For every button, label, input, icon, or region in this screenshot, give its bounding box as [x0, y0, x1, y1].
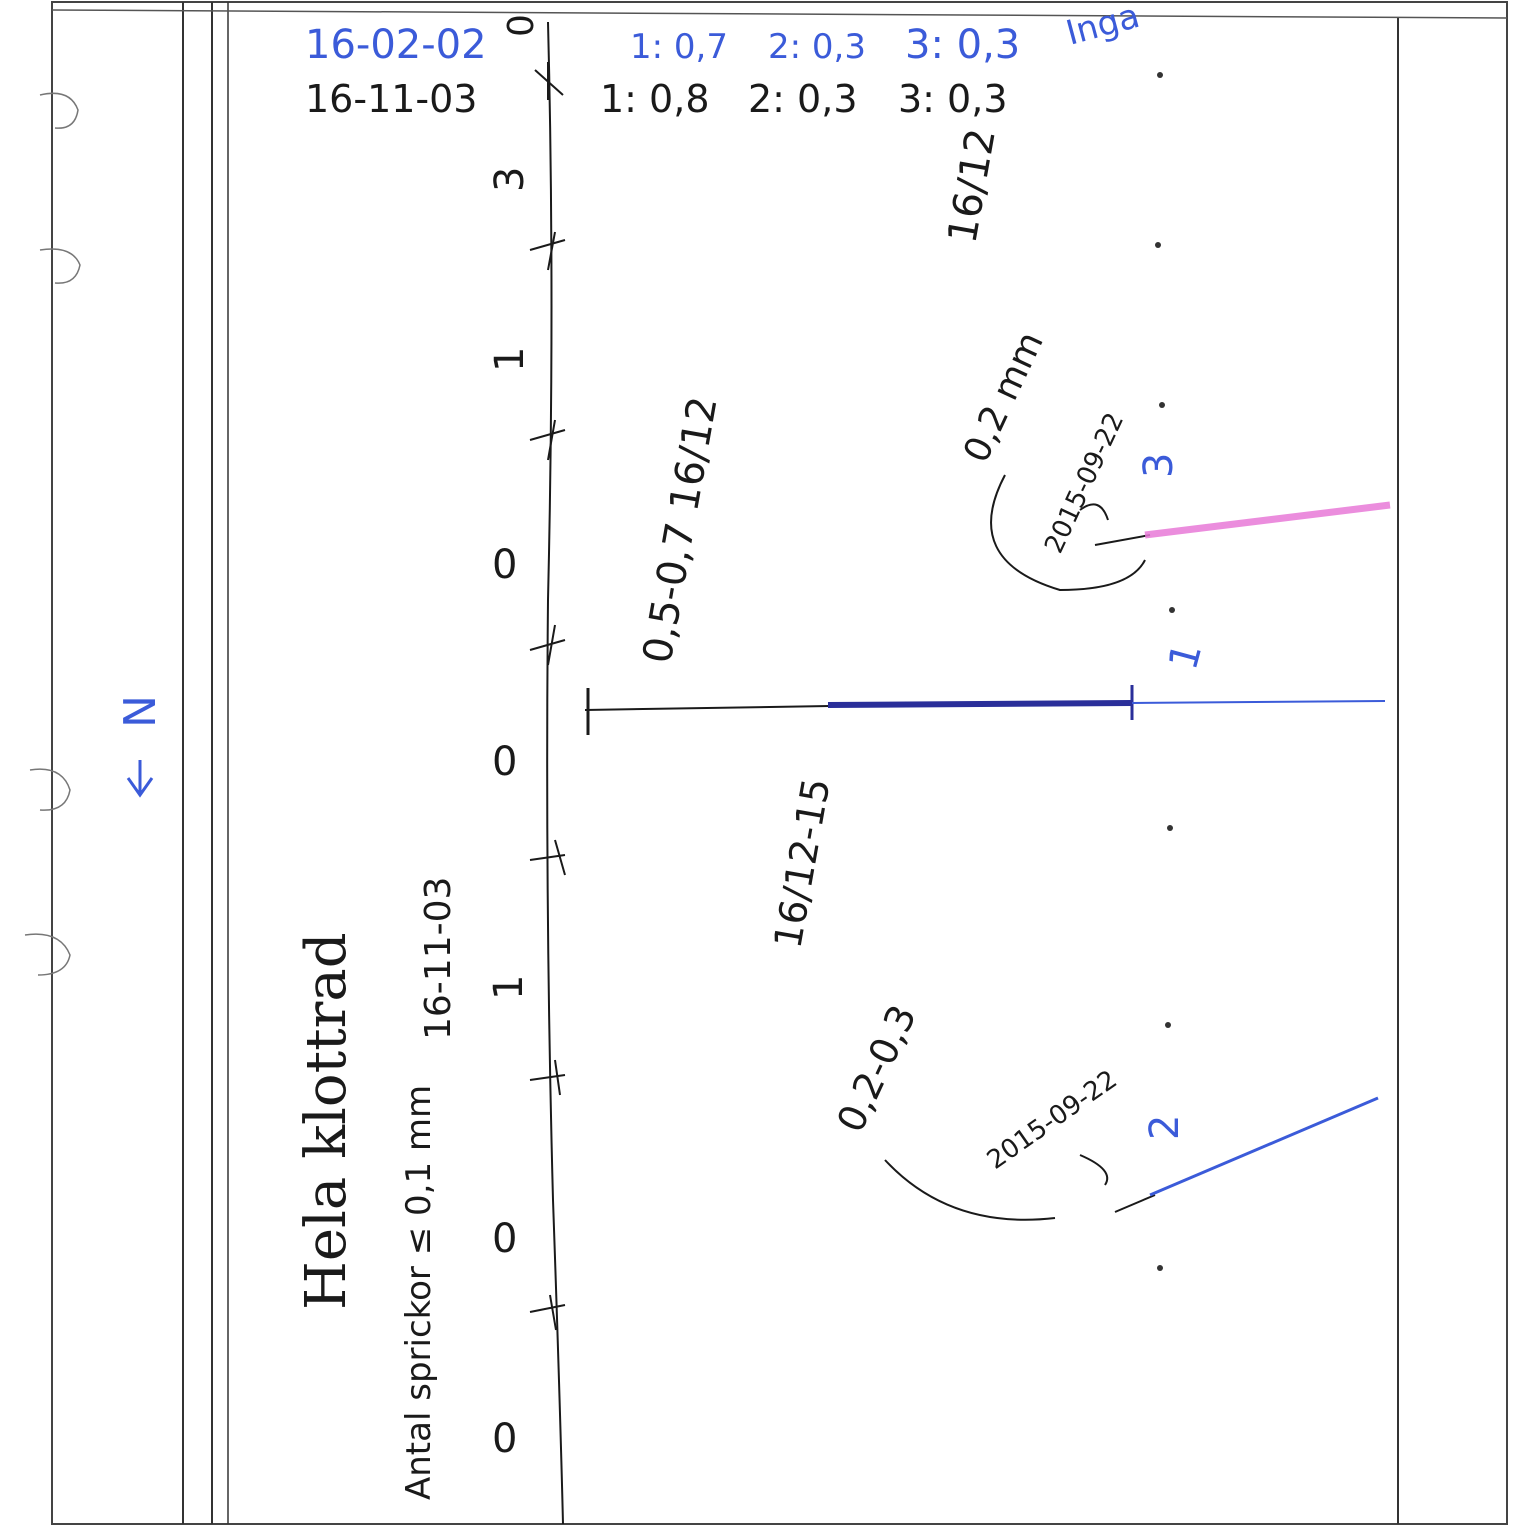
- scale-label-2: 3: [487, 167, 533, 192]
- wall-tick: [529, 231, 566, 271]
- blue-row-note: Inga: [1062, 0, 1144, 54]
- crack-number-2: 2: [1142, 1115, 1188, 1140]
- crack-number-3: 3: [1136, 453, 1182, 478]
- sheet-frame: [51, 1, 1508, 1525]
- scale-label-8: 0: [492, 1416, 517, 1462]
- sheet-subtitle: Antal sprickor ≤ 0,1 mm: [399, 1085, 439, 1500]
- black-row-value-3: 3: 0,3: [898, 77, 1008, 121]
- upper-small-annotation: 0,2 mm: [956, 326, 1052, 469]
- wall-line: [546, 21, 564, 1525]
- wall-tick: [529, 1294, 566, 1331]
- black-row-value-2: 2: 0,3: [748, 77, 858, 121]
- reference-dot: [1155, 242, 1161, 248]
- crack-date-upper: 2015-09-22: [1039, 408, 1130, 558]
- crack-number-1: 1: [1160, 638, 1211, 674]
- reference-dot: [1165, 1022, 1171, 1028]
- upper-range-annotation: 0,5-0,7 16/12: [635, 393, 727, 667]
- sheet-title: Hela klottrad: [294, 932, 359, 1310]
- black-row-date: 16-11-03: [305, 77, 477, 121]
- upper-bracket-tick: [1079, 503, 1109, 521]
- blue-row-date: 16-02-02: [305, 22, 487, 68]
- binder-hole-1: [39, 92, 79, 129]
- blue-row-value-2: 2: 0,3: [768, 27, 866, 67]
- crack-1-thick: [827, 700, 1133, 708]
- crack-1-blue: [1131, 700, 1386, 704]
- black-row-value-1: 1: 0,8: [600, 77, 710, 121]
- lower-range-annotation: 0,2-0,3: [828, 998, 925, 1139]
- wall-tick: [529, 624, 566, 666]
- upper-date-annotation: 16/12: [940, 125, 1005, 247]
- scale-label-4: 0: [492, 542, 517, 588]
- reference-dot: [1159, 402, 1165, 408]
- lower-bracket-curve: [884, 1159, 1056, 1221]
- upper-bracket-curve: [990, 474, 1146, 592]
- reference-dot: [1167, 825, 1173, 831]
- binder-hole-2: [39, 248, 81, 284]
- lower-date-annotation: 16/12-15: [766, 775, 839, 952]
- binder-hole-3: [29, 768, 71, 811]
- crack-date-lower: 2015-09-22: [982, 1064, 1123, 1175]
- wall-tick: [534, 62, 564, 100]
- wall-tick: [529, 419, 566, 461]
- north-arrow-head-icon: [126, 777, 154, 798]
- crack-2-blue: [1149, 1096, 1379, 1197]
- north-marker-label: N: [115, 695, 166, 728]
- wall-tick: [529, 839, 566, 876]
- binder-hole-4: [24, 933, 71, 976]
- reference-dot: [1157, 1265, 1163, 1271]
- wall-tick: [529, 1059, 566, 1096]
- scale-label-7: 0: [492, 1216, 517, 1262]
- blue-row-value-3: 3: 0,3: [905, 22, 1020, 68]
- scale-label-6: 1: [486, 975, 532, 1000]
- top-border-line: [51, 9, 1508, 19]
- crack-2-black: [1114, 1194, 1156, 1213]
- scale-label-top: 0: [501, 14, 542, 37]
- scale-label-3: 1: [487, 347, 533, 372]
- wall-tick-marks: [529, 62, 566, 1331]
- reference-dot: [1169, 607, 1175, 613]
- crack-1-thin: [584, 705, 831, 711]
- crack-3-pink-highlight: [1144, 501, 1391, 539]
- lower-bracket-tick: [1079, 1154, 1109, 1186]
- blue-row-value-1: 1: 0,7: [630, 27, 728, 67]
- sheet-subtitle-date: 16-11-03: [418, 877, 459, 1040]
- reference-dot: [1157, 72, 1163, 78]
- reference-dots: [1155, 72, 1175, 1271]
- crack-3-black: [1094, 534, 1151, 546]
- scale-label-5: 0: [492, 739, 517, 785]
